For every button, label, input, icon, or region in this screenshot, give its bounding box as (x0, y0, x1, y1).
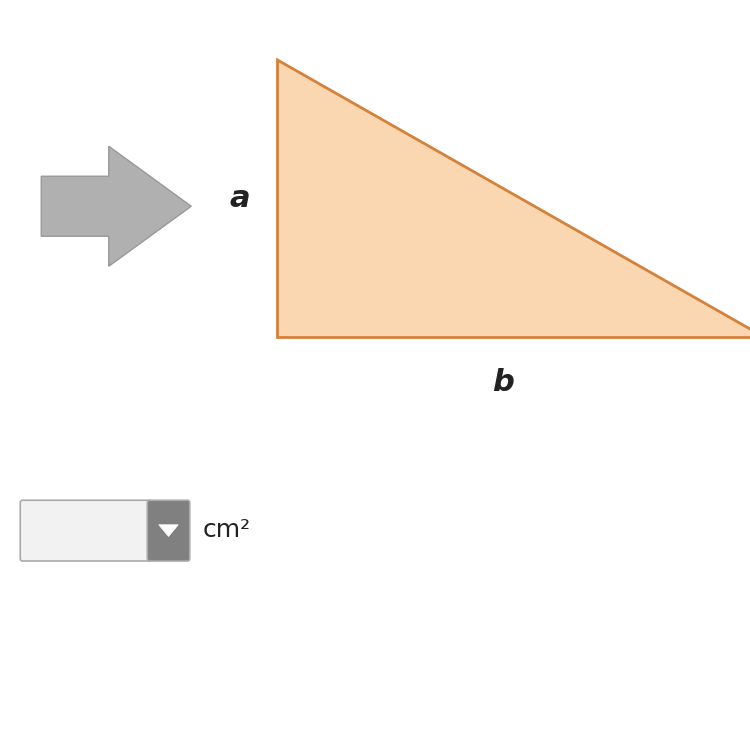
Text: cm²: cm² (202, 518, 250, 542)
FancyBboxPatch shape (147, 500, 190, 561)
Text: b: b (491, 368, 514, 397)
Text: a: a (230, 184, 251, 213)
Polygon shape (41, 146, 191, 266)
Polygon shape (159, 525, 178, 536)
Polygon shape (278, 60, 750, 338)
FancyBboxPatch shape (20, 500, 152, 561)
